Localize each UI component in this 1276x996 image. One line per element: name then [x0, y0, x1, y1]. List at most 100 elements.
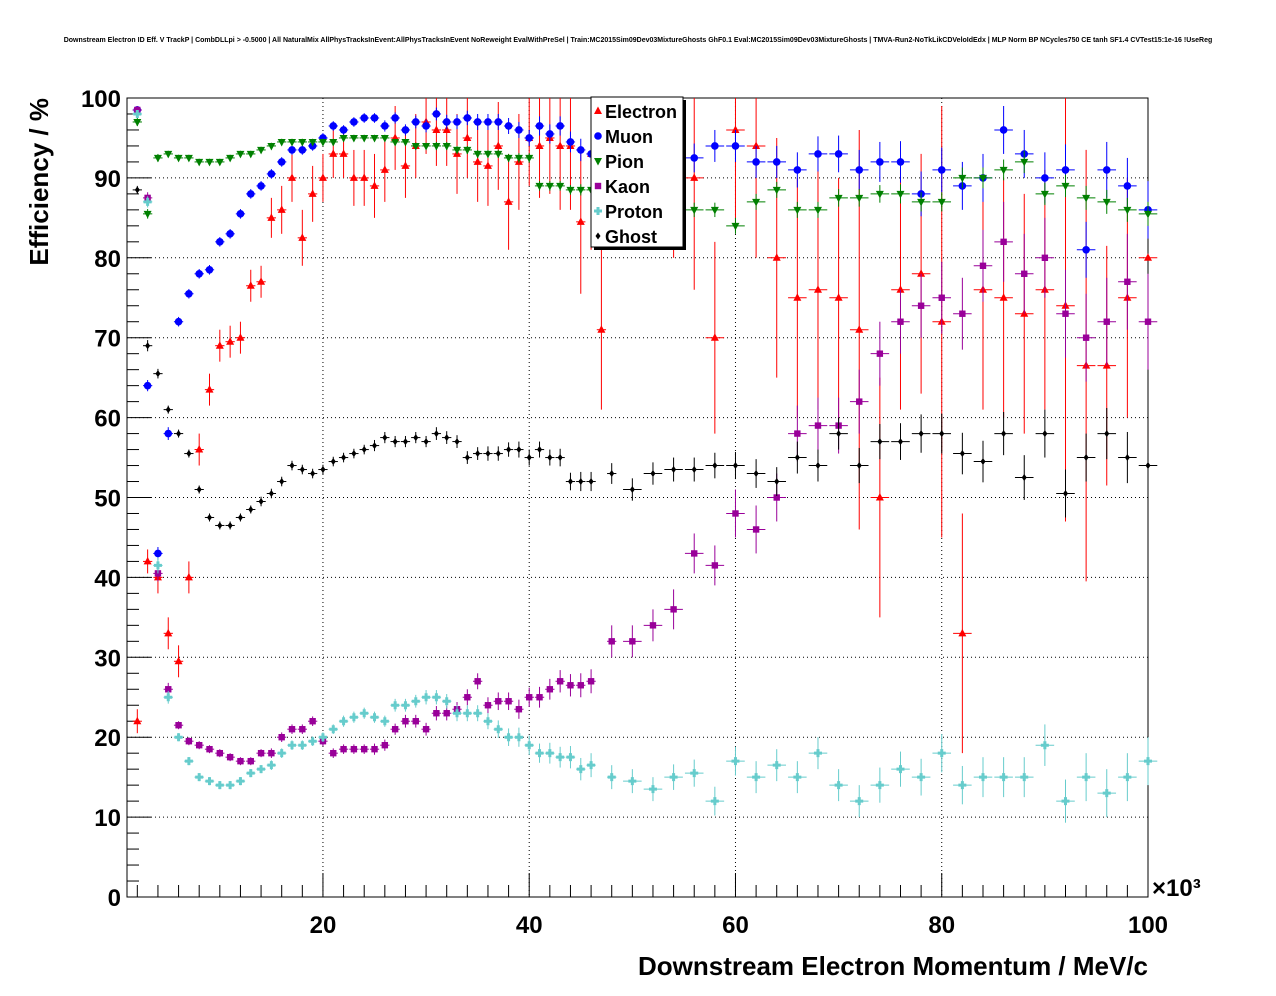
data-point-kaon: [361, 745, 368, 753]
data-point-kaon: [330, 749, 337, 757]
data-point-muon: [216, 238, 224, 246]
data-point-muon: [855, 166, 864, 174]
data-point-pion: [855, 194, 864, 203]
data-point-proton: [411, 697, 420, 706]
data-point-electron: [257, 277, 266, 285]
data-point-proton: [875, 781, 884, 790]
data-point-kaon: [433, 710, 440, 717]
legend-label-ghost: Ghost: [605, 227, 657, 247]
data-point-ghost: [413, 434, 419, 442]
data-point-ghost: [732, 462, 738, 470]
y-tick-label: 30: [94, 645, 121, 672]
data-point-ghost: [444, 434, 450, 442]
data-point-proton: [236, 777, 245, 786]
data-point-ghost: [588, 478, 594, 486]
legend-marker-electron: [594, 106, 602, 114]
data-point-ghost: [227, 521, 233, 529]
data-point-kaon: [1000, 238, 1007, 246]
data-point-electron: [308, 189, 317, 197]
series-kaon: [132, 105, 1158, 766]
data-point-electron: [504, 197, 513, 205]
data-point-ghost: [207, 513, 213, 521]
data-point-muon: [267, 170, 276, 178]
data-point-ghost: [299, 466, 305, 474]
y-axis-title: Efficiency / %: [24, 98, 54, 266]
data-point-kaon: [165, 686, 172, 693]
legend-label-muon: Muon: [605, 127, 653, 147]
data-point-proton: [690, 769, 699, 778]
data-point-proton: [772, 761, 781, 770]
data-point-kaon: [206, 745, 213, 753]
data-point-kaon: [546, 686, 554, 693]
data-point-electron: [896, 285, 905, 293]
data-point-muon: [1102, 166, 1111, 174]
data-point-proton: [391, 701, 400, 710]
data-point-pion: [318, 138, 327, 147]
data-point-pion: [752, 198, 761, 207]
data-point-ghost: [1062, 490, 1068, 498]
data-point-pion: [391, 138, 400, 147]
data-point-muon: [298, 146, 307, 154]
data-point-electron: [483, 161, 492, 169]
data-point-pion: [215, 158, 224, 167]
data-point-ghost: [464, 454, 470, 462]
data-point-ghost: [897, 438, 903, 446]
legend-label-kaon: Kaon: [605, 177, 650, 197]
data-point-ghost: [268, 490, 274, 498]
data-point-kaon: [226, 753, 234, 761]
data-point-proton: [999, 773, 1008, 782]
data-point-kaon: [402, 718, 409, 725]
data-point-kaon: [917, 302, 925, 309]
data-point-proton: [288, 741, 297, 750]
data-point-ghost: [279, 478, 285, 486]
data-point-ghost: [836, 430, 842, 438]
data-point-electron: [380, 165, 389, 173]
data-point-ghost: [176, 430, 182, 438]
data-point-proton: [556, 753, 565, 762]
data-point-kaon: [629, 638, 636, 645]
data-point-proton: [164, 693, 173, 702]
data-point-ghost: [165, 406, 171, 414]
y-tick-label: 40: [94, 565, 121, 592]
data-point-pion: [133, 118, 142, 127]
data-point-pion: [504, 154, 513, 163]
data-point-ghost: [237, 513, 243, 521]
data-point-proton: [834, 781, 843, 790]
data-point-pion: [525, 154, 534, 163]
data-point-ghost: [186, 450, 192, 458]
data-point-electron: [174, 656, 183, 665]
data-point-pion: [731, 222, 740, 231]
data-point-proton: [463, 709, 472, 718]
data-point-proton: [648, 785, 657, 794]
data-point-kaon: [412, 718, 419, 725]
data-point-electron: [813, 285, 822, 293]
data-point-electron: [401, 161, 410, 169]
data-point-pion: [308, 138, 317, 147]
data-point-kaon: [711, 562, 719, 569]
data-point-kaon: [505, 698, 512, 705]
data-point-proton: [432, 693, 441, 702]
data-point-proton: [978, 773, 987, 782]
data-point-kaon: [484, 702, 492, 709]
data-point-muon: [752, 158, 760, 166]
data-point-muon: [143, 381, 152, 390]
data-point-kaon: [391, 726, 399, 733]
data-point-electron: [205, 385, 214, 393]
data-point-ghost: [454, 438, 460, 446]
data-point-ghost: [248, 505, 254, 513]
data-point-muon: [814, 150, 822, 158]
data-point-proton: [246, 769, 255, 778]
data-point-pion: [514, 154, 523, 163]
data-point-pion: [153, 154, 162, 163]
data-point-pion: [174, 154, 183, 163]
data-point-pion: [370, 134, 379, 143]
data-point-kaon: [1041, 254, 1049, 261]
data-point-pion: [556, 182, 565, 191]
data-point-pion: [329, 138, 338, 147]
data-point-pion: [473, 150, 482, 159]
data-point-pion: [1082, 194, 1091, 203]
legend: Electron Muon Pion Kaon Proton Ghost: [590, 96, 686, 250]
data-point-kaon: [608, 638, 615, 645]
data-point-electron: [772, 253, 781, 261]
